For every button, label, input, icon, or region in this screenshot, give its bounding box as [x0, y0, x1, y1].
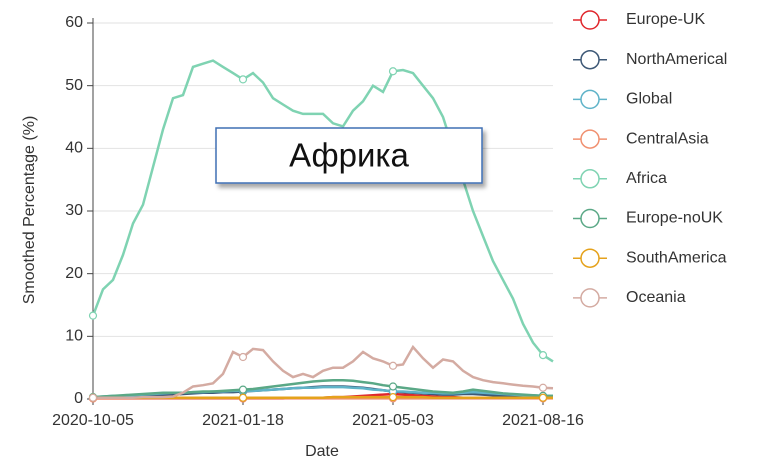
legend-symbol	[580, 208, 600, 229]
point-marker	[238, 75, 248, 84]
y-tick-label: 40	[65, 140, 83, 157]
point-marker	[388, 361, 398, 370]
annotation-box	[215, 127, 483, 184]
legend-symbol	[580, 49, 600, 70]
x-tick-label: 2021-01-18	[202, 412, 284, 429]
y-tick-label: 50	[65, 77, 83, 94]
point-marker	[538, 393, 548, 402]
point-marker	[238, 385, 248, 394]
point-marker	[88, 393, 98, 402]
legend-symbol	[580, 288, 600, 308]
plot-area: 0 10 20 30 40 50 60 2020-10-05 2021-01-18 2021-05…	[52, 14, 584, 429]
legend-symbol	[580, 10, 600, 30]
legend-symbol	[580, 129, 600, 149]
y-axis-label: Smoothed Percentage (%)	[21, 116, 38, 305]
y-tick-label: 30	[65, 202, 83, 219]
point-marker	[238, 352, 248, 362]
point-marker	[88, 311, 98, 320]
y-tick-label: 20	[65, 265, 83, 282]
annotation: Африка	[289, 137, 409, 174]
y-tick-label: 0	[74, 390, 83, 407]
point-marker	[388, 67, 398, 76]
legend-label: Africa	[626, 170, 667, 187]
legend-label: NorthAmerical	[626, 51, 727, 68]
series-line	[91, 59, 554, 363]
point-marker	[388, 382, 398, 391]
legend-label: SouthAmerica	[626, 249, 727, 266]
legend-symbol	[580, 169, 600, 189]
legend-symbol	[580, 89, 600, 110]
y-tick-label: 10	[65, 328, 83, 345]
legend-label: Global	[626, 91, 672, 108]
series-line	[93, 344, 554, 399]
x-tick-label: 2021-05-03	[352, 412, 434, 429]
point-marker	[238, 393, 248, 402]
legend-label: Europe-UK	[626, 11, 705, 28]
point-marker	[538, 383, 548, 392]
series-line	[92, 378, 553, 399]
point-marker	[388, 393, 398, 402]
legend-symbol	[580, 248, 600, 268]
x-tick-label: 2020-10-05	[52, 412, 134, 429]
legend-label: Oceania	[626, 289, 686, 306]
y-tick-label: 60	[65, 14, 83, 31]
x-tick-label: 2021-08-16	[502, 412, 584, 429]
x-axis-label: Date	[305, 443, 339, 460]
legend-label: Europe-noUK	[626, 210, 723, 227]
legend-label: CentralAsia	[626, 130, 709, 147]
point-marker	[538, 351, 548, 360]
